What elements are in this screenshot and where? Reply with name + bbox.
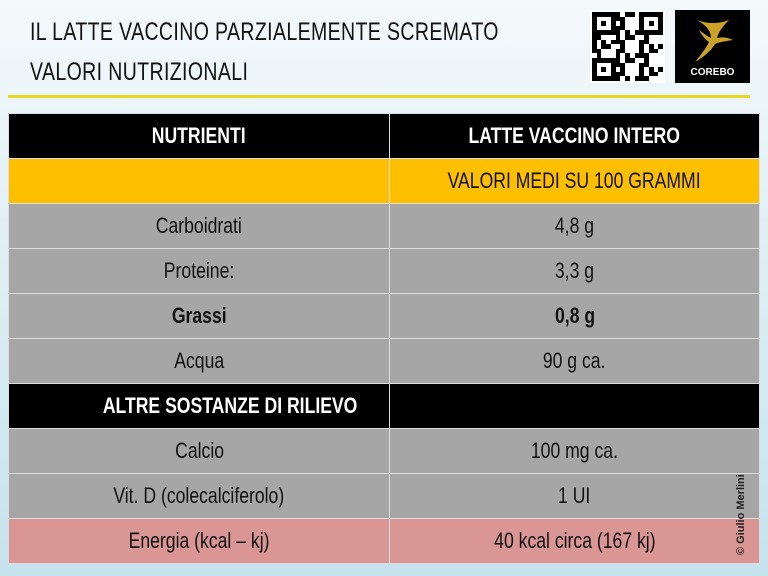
section-title: ALTRE SOSTANZE DI RILIEVO (102, 393, 358, 418)
nutrient-value: 100 mg ca. (531, 438, 619, 463)
nutrient-value: 1 UI (558, 483, 591, 508)
title-line-1: IL LATTE VACCINO PARZIALEMENTE SCREMATO (30, 18, 499, 46)
title-line-2: VALORI NUTRIZIONALI (30, 58, 249, 86)
col-header-latte: LATTE VACCINO INTERO (468, 123, 681, 148)
table-row: Proteine: 3,3 g (7, 248, 760, 294)
logo-text: COREBO (690, 67, 735, 78)
nutrient-name: Carboidrati (156, 213, 243, 238)
subheader-text: VALORI MEDI SU 100 GRAMMI (448, 168, 702, 193)
nutrient-value: 0,8 g (554, 303, 595, 328)
energy-name: Energia (kcal – kj) (128, 528, 270, 553)
nutrient-name: Grassi (171, 303, 227, 328)
col-header-nutrienti: NUTRIENTI (152, 123, 247, 148)
title-divider (8, 95, 750, 98)
section-row: ALTRE SOSTANZE DI RILIEVO (7, 383, 760, 429)
table-row: Carboidrati 4,8 g (7, 203, 760, 249)
table-row: Vit. D (colecalciferolo) 1 UI (7, 473, 760, 519)
nutrient-value: 3,3 g (555, 258, 595, 283)
corebo-logo: COREBO (675, 10, 750, 83)
nutrient-value: 90 g ca. (543, 348, 606, 373)
energy-row: Energia (kcal – kj) 40 kcal circa (167 k… (7, 518, 760, 564)
table-row: Acqua 90 g ca. (7, 338, 760, 384)
table-header-row: NUTRIENTI LATTE VACCINO INTERO (7, 113, 760, 159)
nutrient-name: Vit. D (colecalciferolo) (113, 483, 285, 508)
nutrient-name: Proteine: (163, 258, 235, 283)
nutrient-value: 4,8 g (555, 213, 595, 238)
nutrition-table: NUTRIENTI LATTE VACCINO INTERO VALORI ME… (7, 113, 760, 564)
qr-code (590, 10, 665, 83)
nutrient-name: Acqua (174, 348, 225, 373)
logo-x-icon (695, 20, 733, 62)
copyright: © Giulio Merlini (735, 474, 747, 555)
table-row: Calcio 100 mg ca. (7, 428, 760, 474)
nutrient-name: Calcio (174, 438, 224, 463)
energy-value: 40 kcal circa (167 kj) (493, 528, 656, 553)
table-row: Grassi 0,8 g (7, 293, 760, 339)
subheader-row: VALORI MEDI SU 100 GRAMMI (7, 158, 760, 204)
